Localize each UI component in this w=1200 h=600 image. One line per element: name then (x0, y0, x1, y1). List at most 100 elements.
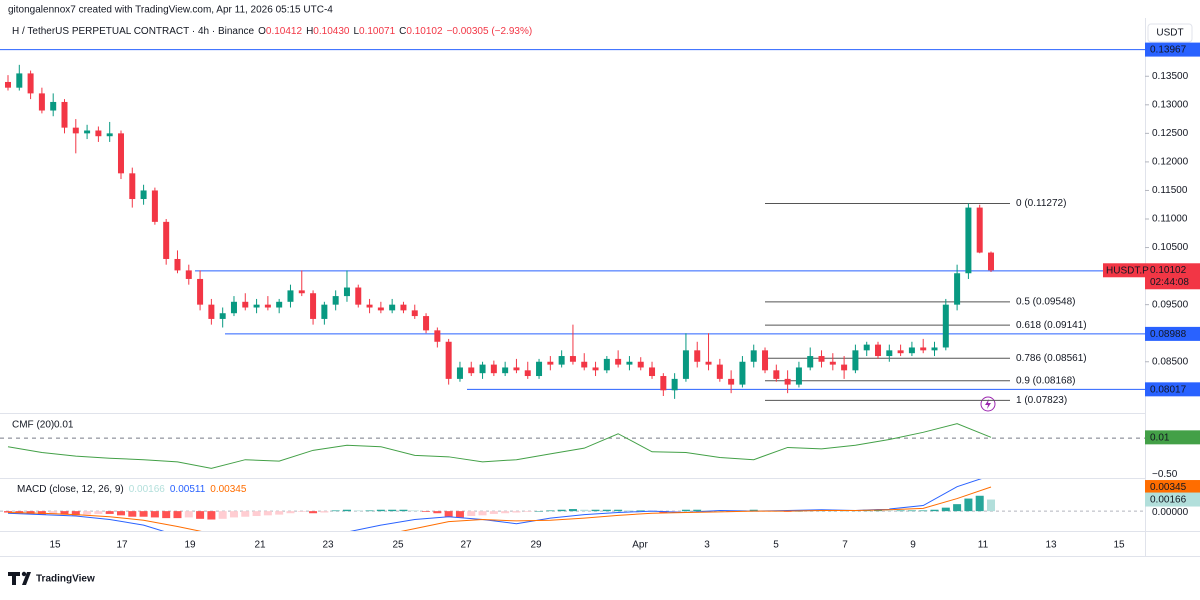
candle-body (411, 310, 418, 317)
candle-body (569, 356, 576, 362)
brand: TradingView (36, 574, 95, 585)
macd-histogram-bar (896, 510, 905, 512)
cmf-name: CMF (20) (12, 420, 54, 431)
macd-histogram-bar (342, 509, 351, 512)
macd-histogram-bar (614, 509, 623, 512)
cmf-value: 0.01 (54, 420, 74, 431)
candle-body (456, 367, 463, 379)
candle-body (513, 367, 520, 371)
candle-body (762, 350, 769, 371)
macd-histogram-bar (693, 509, 702, 512)
candle-body (852, 350, 859, 371)
currency: USDT (1156, 28, 1183, 39)
signal-badge: 0.00345 (1150, 482, 1187, 493)
candle-body (50, 101, 57, 111)
macd-histogram-bar (410, 510, 419, 512)
macd-histogram-bar (275, 511, 284, 515)
macd-pane (0, 479, 1145, 531)
macd-histogram-bar (467, 511, 476, 517)
macd-histogram-bar (987, 499, 995, 512)
candle-body (343, 287, 350, 297)
candle-body (151, 190, 158, 222)
candle-body (468, 367, 475, 374)
x-tick-label: 23 (322, 540, 334, 551)
brand-logo (8, 571, 31, 585)
macd-histogram-bar (625, 510, 634, 512)
macd-histogram-bar (94, 511, 103, 514)
candle-body (976, 207, 983, 253)
credit: gitongalennox7 created with TradingView.… (8, 5, 333, 16)
x-tick-label: 15 (49, 540, 61, 551)
candle-body (276, 301, 283, 308)
candle-body (140, 190, 147, 200)
candle-body (908, 347, 915, 354)
y-tick-label: 0.12500 (1152, 128, 1189, 139)
macd-histogram-bar (535, 511, 544, 512)
macd-legend-item: 0.00345 (210, 484, 247, 495)
hline-price-label-bg (1145, 382, 1200, 397)
candle-body (230, 301, 237, 314)
macd-histogram-bar (941, 507, 950, 512)
macd-histogram-bar (139, 511, 148, 517)
candle-body (581, 361, 588, 368)
macd-histogram-bar (83, 511, 92, 515)
macd-histogram-bar (523, 511, 532, 512)
y-tick-label: 0.13500 (1152, 71, 1189, 82)
macd-histogram-bar (60, 511, 69, 515)
candle-body (95, 130, 102, 137)
macd-histogram-bar (546, 510, 555, 512)
macd-histogram-bar (602, 509, 611, 512)
candle-body (5, 81, 11, 88)
macd-histogram-bar (320, 511, 329, 513)
symbol-tag-bg (1103, 263, 1145, 278)
ohlc-value: 0.10412 (266, 26, 303, 37)
candle-body (219, 313, 226, 319)
currency-box[interactable] (1147, 23, 1193, 43)
candle-body (423, 316, 430, 331)
x-tick-label: Apr (632, 540, 648, 551)
macd-legend-item: 0.00166 (129, 484, 166, 495)
macd-histogram-bar (580, 509, 589, 512)
macd-histogram-bar (173, 511, 182, 519)
macd-legend: MACD (close, 12, 26, 9) 0.00166 0.00511 0.0… (17, 484, 247, 495)
candle-body (490, 364, 497, 374)
macd-histogram-bar (331, 510, 340, 512)
candle-body (875, 344, 882, 357)
candle-body (502, 367, 509, 374)
macd-line (7, 479, 982, 531)
y-tick-label: 0.11500 (1152, 185, 1188, 196)
candle-body (355, 287, 362, 305)
x-tick-label: 9 (910, 540, 916, 551)
candle-body (72, 127, 79, 134)
macd-histogram-bar (501, 511, 510, 514)
macd-histogram-bar (568, 509, 577, 512)
macd-histogram-bar (964, 498, 973, 512)
candle-body (547, 361, 554, 365)
macd-histogram-bar (953, 504, 962, 512)
fib-label: 0.786 (0.08561) (1016, 353, 1087, 364)
symbol-line: H / TetherUS PERPETUAL CONTRACT · 4h · B… (12, 26, 532, 37)
macd-histogram-bar (478, 511, 487, 516)
candle-body (106, 133, 113, 137)
macd-histogram-bar (196, 511, 205, 519)
fib-label: 0.618 (0.09141) (1016, 320, 1087, 331)
cmf-pane (0, 423, 1145, 469)
x-tick-label: 17 (116, 540, 128, 551)
macd-histogram-bar (207, 511, 216, 520)
ohlc-key: H (306, 26, 313, 37)
macd-histogram-bar (433, 511, 442, 514)
fib-label: 0 (0.11272) (1016, 198, 1066, 209)
y-tick-label: 0.08500 (1152, 356, 1189, 367)
candle-body (807, 356, 814, 368)
candle-body (84, 130, 91, 134)
macd-histogram-bar (681, 509, 690, 512)
candle-body (886, 350, 893, 357)
histogram-badge: 0.00166 (1150, 495, 1187, 506)
candle-body (863, 344, 870, 351)
macd-histogram-bar (184, 511, 193, 518)
x-tick-label: 15 (1113, 540, 1125, 551)
macd-legend-item: 0.00511 (170, 484, 206, 495)
y-tick-label: −0.50 (1152, 469, 1178, 480)
cmf-line (7, 423, 992, 469)
